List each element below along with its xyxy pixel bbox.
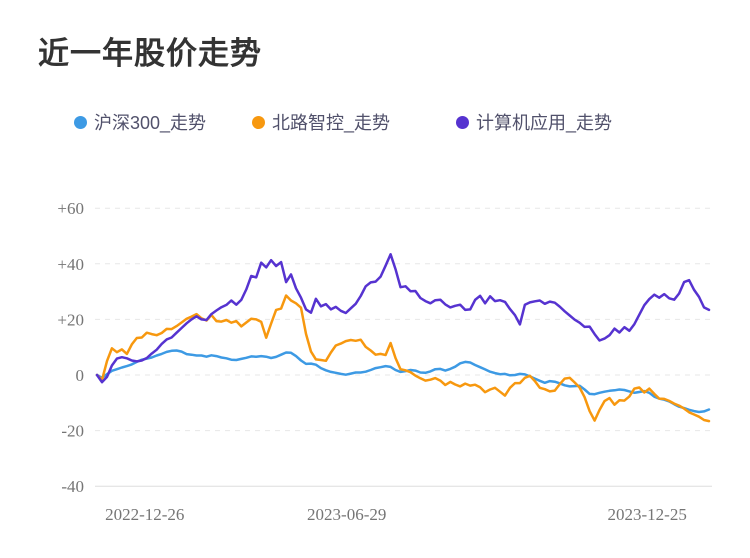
y-tick-label: +20: [57, 310, 84, 329]
y-tick-label: -40: [61, 477, 84, 496]
legend-item-beilu[interactable]: 北路智控_走势: [252, 109, 390, 135]
legend-item-hs300[interactable]: 沪深300_走势: [74, 109, 206, 135]
y-tick-label: +40: [57, 255, 84, 274]
x-tick-label: 2022-12-26: [105, 505, 184, 524]
y-tick-label: +60: [57, 199, 84, 218]
legend-label-beilu: 北路智控_走势: [272, 113, 391, 133]
y-tick-label: -20: [61, 422, 84, 441]
series-line-0: [95, 349, 711, 414]
legend-dot-hs300-icon: [74, 115, 87, 129]
x-tick-label: 2023-06-29: [307, 505, 386, 524]
series-line-2: [95, 253, 711, 384]
legend-label-hs300: 沪深300_走势: [94, 113, 207, 133]
legend-label-computer-app: 计算机应用_走势: [476, 113, 613, 133]
legend-dot-beilu-icon: [252, 115, 265, 129]
legend-item-computer-app[interactable]: 计算机应用_走势: [456, 109, 612, 135]
series-line-1: [95, 294, 711, 423]
x-tick-label: 2023-12-25: [608, 505, 687, 524]
y-tick-label: 0: [76, 366, 85, 385]
legend-dot-computer-app-icon: [456, 115, 469, 129]
page-title: 近一年股价走势: [38, 36, 262, 71]
legend: 沪深300_走势 北路智控_走势 计算机应用_走势: [0, 109, 750, 135]
